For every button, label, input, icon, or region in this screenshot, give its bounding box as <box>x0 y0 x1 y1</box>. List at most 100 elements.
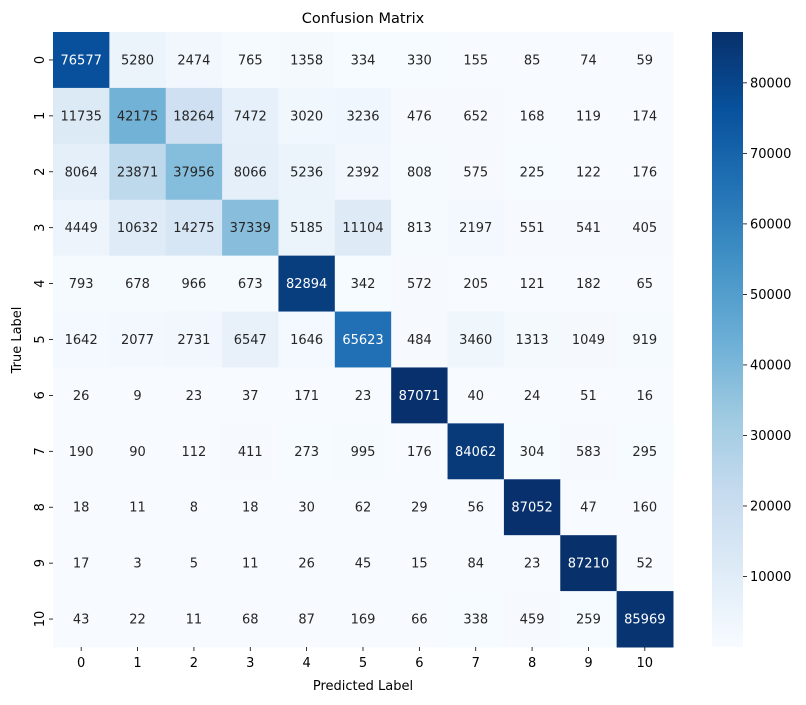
colorbar-tick-label: 30000 <box>750 429 791 444</box>
heatmap-cell <box>53 423 110 480</box>
cell-value-label: 160 <box>632 501 657 516</box>
y-axis: 0 1 2 3 4 5 6 7 8 9 10 <box>33 56 53 628</box>
cell-value-label: 62 <box>355 501 372 516</box>
cell-value-label: 5280 <box>121 53 154 68</box>
cell-value-label: 182 <box>576 277 601 292</box>
y-tick-label: 4 <box>33 279 48 287</box>
cell-value-label: 1646 <box>290 333 323 348</box>
cell-value-label: 121 <box>520 277 545 292</box>
heatmap-cell <box>503 87 561 145</box>
y-tick-label: 3 <box>33 224 48 232</box>
cell-value-label: 3236 <box>346 109 379 124</box>
cell-value-label: 74 <box>580 53 597 68</box>
heatmap-cell <box>616 367 674 424</box>
cell-value-label: 330 <box>407 53 432 68</box>
heatmap-cell <box>109 255 167 313</box>
cell-value-label: 30 <box>298 501 315 516</box>
heatmap-cell <box>53 32 110 89</box>
cell-value-label: 82894 <box>286 277 327 292</box>
colorbar-ticks: 10000 20000 30000 40000 50000 60000 70000 80000 <box>743 76 791 585</box>
heatmap-cell <box>222 255 279 313</box>
cell-value-label: 23871 <box>117 165 158 180</box>
heatmap-cell <box>391 535 449 592</box>
chart-title: Confusion Matrix <box>302 11 425 27</box>
cell-value-label: 176 <box>407 445 432 460</box>
cell-value-label: 22 <box>129 613 146 628</box>
cell-value-label: 2392 <box>346 165 379 180</box>
cell-value-label: 11 <box>242 557 259 572</box>
colorbar-tick-label: 50000 <box>750 288 791 303</box>
heatmap-cell <box>278 255 336 313</box>
cell-value-label: 16 <box>637 389 654 404</box>
cell-value-label: 168 <box>520 109 545 124</box>
heatmap-cell <box>53 255 110 313</box>
heatmap-cell <box>109 87 167 145</box>
heatmap-cell <box>109 479 167 536</box>
heatmap-cell <box>109 535 167 592</box>
heatmap-cell <box>334 255 392 313</box>
cell-value-label: 37 <box>242 389 259 404</box>
heatmap-cell <box>503 423 561 480</box>
heatmap-cell <box>165 311 223 368</box>
heatmap-cell <box>222 143 279 201</box>
y-axis-label: True Label <box>10 307 25 375</box>
cell-value-label: 259 <box>576 613 601 628</box>
x-tick-label: 6 <box>415 656 423 671</box>
heatmap-cell <box>278 311 336 368</box>
cell-value-label: 37956 <box>173 165 214 180</box>
cell-value-label: 18 <box>242 501 259 516</box>
cell-value-label: 5185 <box>290 221 323 236</box>
cell-value-label: 37339 <box>230 221 271 236</box>
heatmap-cell <box>53 87 110 145</box>
heatmap-cell <box>222 87 279 145</box>
colorbar-tick-label: 80000 <box>750 76 791 91</box>
cell-value-label: 334 <box>351 53 376 68</box>
cell-value-label: 765 <box>238 53 263 68</box>
heatmap-cell <box>391 32 449 89</box>
cell-value-label: 155 <box>463 53 488 68</box>
cell-value-label: 273 <box>294 445 319 460</box>
heatmap-cell <box>278 479 336 536</box>
cell-value-label: 995 <box>351 445 376 460</box>
heatmap-cell <box>503 311 561 368</box>
cell-value-label: 11 <box>129 501 146 516</box>
heatmap-cell <box>616 591 674 648</box>
y-tick-label: 1 <box>33 112 48 120</box>
x-tick-label: 9 <box>584 656 592 671</box>
heatmap-cell <box>109 311 167 368</box>
x-tick-label: 0 <box>77 656 85 671</box>
cell-value-label: 2474 <box>177 53 210 68</box>
colorbar-tick-label: 60000 <box>750 217 791 232</box>
cell-value-label: 87 <box>298 613 315 628</box>
colorbar-tick-label: 20000 <box>750 499 791 514</box>
heatmap-cell <box>560 32 618 89</box>
heatmap-cell <box>53 479 110 536</box>
cell-value-label: 90 <box>129 445 146 460</box>
heatmap-cell <box>334 311 392 368</box>
y-tick-label: 10 <box>33 611 48 628</box>
y-tick-label: 9 <box>33 559 48 567</box>
y-tick-label: 7 <box>33 447 48 455</box>
cell-value-label: 405 <box>632 221 657 236</box>
x-tick-label: 1 <box>133 656 141 671</box>
cell-value-label: 7472 <box>234 109 267 124</box>
cell-value-label: 4449 <box>65 221 98 236</box>
cell-value-label: 29 <box>411 501 428 516</box>
heatmap-cell <box>616 87 674 145</box>
heatmap-cell <box>391 367 449 424</box>
cell-value-label: 42175 <box>117 109 158 124</box>
heatmap-cell <box>165 367 223 424</box>
cell-value-label: 793 <box>69 277 94 292</box>
heatmap-cell <box>53 367 110 424</box>
heatmap-cell <box>278 87 336 145</box>
heatmap-cell <box>616 535 674 592</box>
heatmap-cell <box>278 367 336 424</box>
heatmap-cell <box>503 591 561 648</box>
cell-value-label: 652 <box>463 109 488 124</box>
cell-value-label: 24 <box>524 389 541 404</box>
heatmap-cell <box>560 367 618 424</box>
heatmap-cell <box>278 591 336 648</box>
heatmap-cell <box>560 255 618 313</box>
heatmap-cell <box>278 199 336 257</box>
